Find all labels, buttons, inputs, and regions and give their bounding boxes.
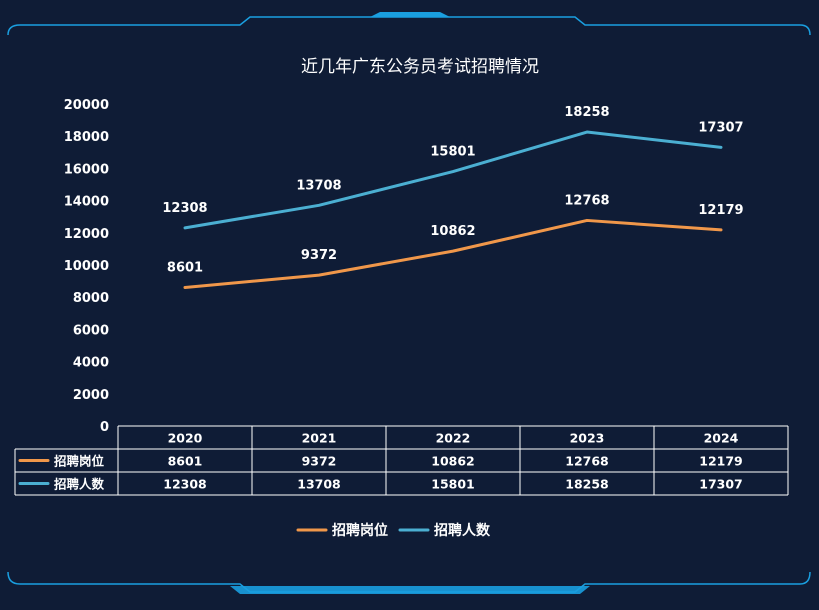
y-tick-label: 6000: [73, 323, 109, 338]
data-label: 12179: [698, 203, 743, 218]
y-tick-label: 16000: [64, 162, 109, 177]
y-axis: 0 2000 4000 6000 8000 10000 12000 14000 16000 180…: [64, 98, 109, 435]
series-line-1: [183, 130, 723, 230]
table-cell: 9372: [302, 454, 337, 469]
data-label: 13708: [296, 178, 341, 193]
data-label: 10862: [430, 224, 475, 239]
x-tick-label: 2021: [302, 431, 337, 446]
y-tick-label: 20000: [64, 98, 109, 113]
table-series-name: 招聘岗位: [54, 454, 105, 469]
table-series-name: 招聘人数: [54, 477, 105, 492]
data-table: 2020 2021 2022 2023 2024 招聘岗位 8601 9372 10862 127…: [14, 425, 789, 496]
legend-item[interactable]: 招聘人数: [434, 522, 491, 539]
table-cell: 15801: [431, 477, 475, 492]
data-label: 9372: [301, 248, 337, 263]
table-cell: 8601: [168, 454, 203, 469]
frame-top-notch: [370, 12, 450, 17]
y-tick-label: 8000: [73, 291, 109, 306]
table-cell: 17307: [699, 477, 743, 492]
frame-bottom-notch: [230, 586, 590, 594]
table-cell: 12768: [565, 454, 609, 469]
y-tick-label: 14000: [64, 195, 109, 210]
data-label: 18258: [564, 105, 609, 120]
x-tick-label: 2023: [570, 431, 605, 446]
y-tick-label: 10000: [64, 259, 109, 274]
series-line-0: [183, 218, 723, 290]
y-tick-label: 12000: [64, 227, 109, 242]
x-tick-label: 2022: [436, 431, 471, 446]
frame-top-left-corner: [7, 24, 21, 36]
data-label: 17307: [698, 120, 743, 135]
y-tick-label: 2000: [73, 388, 109, 403]
legend: 招聘岗位 招聘人数: [296, 522, 491, 539]
series-layer: [183, 130, 723, 290]
y-tick-label: 18000: [64, 130, 109, 145]
table-cell: 13708: [297, 477, 341, 492]
y-tick-label: 0: [100, 420, 109, 435]
x-tick-label: 2020: [168, 431, 203, 446]
data-label: 15801: [430, 145, 475, 160]
data-label: 12308: [162, 201, 207, 216]
data-label: 8601: [167, 261, 203, 276]
data-label: 12768: [564, 193, 609, 208]
y-tick-label: 4000: [73, 356, 109, 371]
table-cell: 12179: [699, 454, 743, 469]
x-tick-label: 2024: [704, 431, 739, 446]
table-cell: 12308: [163, 477, 207, 492]
table-cell: 18258: [565, 477, 609, 492]
data-labels: 8601 9372 10862 12768 12179 12308 13708 15801 18…: [162, 105, 743, 275]
table-cell: 10862: [431, 454, 475, 469]
chart-title: 近几年广东公务员考试招聘情况: [301, 57, 539, 77]
legend-item[interactable]: 招聘岗位: [332, 522, 388, 539]
